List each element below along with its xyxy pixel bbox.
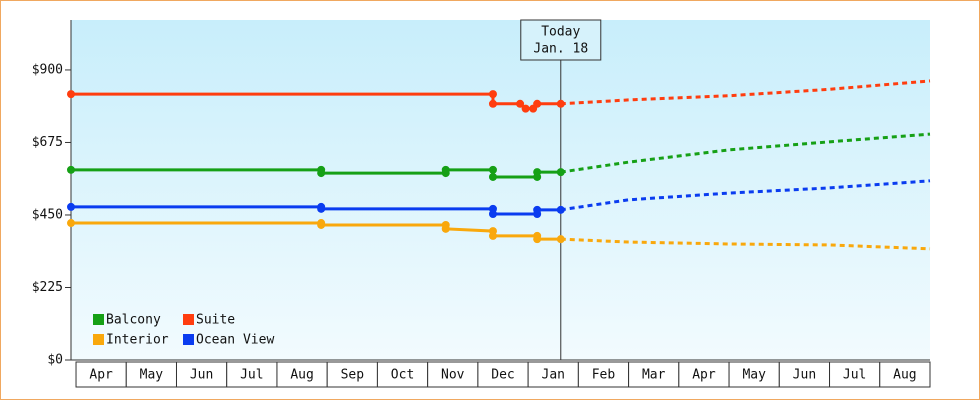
point bbox=[533, 235, 542, 244]
y-tick-label: $675 bbox=[32, 135, 63, 150]
plot-area bbox=[71, 20, 930, 360]
point bbox=[488, 90, 497, 99]
x-tick-label: Nov bbox=[441, 368, 465, 383]
x-tick-label: Sep bbox=[341, 368, 365, 383]
point bbox=[317, 220, 326, 229]
point bbox=[488, 165, 497, 174]
point bbox=[556, 168, 565, 177]
month-box bbox=[427, 361, 479, 388]
x-tick-label: Apr bbox=[692, 368, 716, 383]
x-tick-label: Apr bbox=[89, 368, 113, 383]
x-tick-label: Jul bbox=[240, 368, 263, 383]
point bbox=[67, 90, 75, 99]
today-box bbox=[520, 19, 602, 61]
point bbox=[516, 99, 525, 108]
x-tick-label: Feb bbox=[592, 368, 616, 383]
legend-label: Interior bbox=[106, 333, 169, 348]
point bbox=[556, 205, 565, 214]
month-box bbox=[778, 361, 831, 388]
y-tick-label: $225 bbox=[32, 280, 63, 295]
x-tick-label: Jun bbox=[190, 368, 213, 383]
forecast-line bbox=[560, 237, 931, 251]
month-box bbox=[276, 361, 328, 388]
legend-label: Balcony bbox=[106, 313, 161, 328]
point bbox=[67, 219, 75, 228]
point bbox=[488, 172, 497, 181]
point bbox=[533, 168, 542, 177]
point bbox=[556, 99, 565, 108]
month-box bbox=[829, 361, 881, 388]
point bbox=[317, 204, 326, 213]
point bbox=[521, 104, 530, 113]
month-box bbox=[226, 361, 278, 388]
legend-label: Ocean View bbox=[196, 333, 274, 348]
today-label: Jan. 18 bbox=[533, 42, 588, 57]
point bbox=[556, 235, 565, 244]
x-tick-label: Jun bbox=[793, 368, 816, 383]
y-tick-label: $900 bbox=[32, 62, 63, 77]
point bbox=[488, 210, 497, 219]
month-box bbox=[879, 361, 931, 388]
point bbox=[533, 205, 542, 214]
y-tick-label: $0 bbox=[47, 353, 63, 368]
x-tick-label: May bbox=[742, 368, 766, 383]
forecast-line bbox=[560, 79, 931, 106]
forecast-line bbox=[560, 132, 931, 174]
x-tick-label: Dec bbox=[491, 368, 514, 383]
legend-swatch bbox=[93, 314, 104, 325]
x-tick-label: Aug bbox=[893, 368, 916, 383]
today-label: Today bbox=[541, 25, 580, 40]
forecast-line bbox=[560, 179, 931, 212]
x-tick-label: Oct bbox=[391, 368, 414, 383]
month-box bbox=[628, 361, 680, 388]
y-tick-label: $450 bbox=[32, 207, 63, 222]
x-tick-label: Jul bbox=[843, 368, 866, 383]
month-box bbox=[175, 361, 228, 388]
point bbox=[441, 224, 450, 233]
month-box bbox=[527, 361, 579, 388]
legend-swatch bbox=[183, 314, 194, 325]
x-tick-label: Mar bbox=[642, 368, 666, 383]
x-tick-label: May bbox=[140, 368, 164, 383]
x-tick-label: Jan bbox=[542, 368, 565, 383]
point bbox=[441, 165, 450, 174]
point bbox=[488, 99, 497, 108]
legend-swatch bbox=[93, 334, 104, 345]
x-tick-label: Aug bbox=[290, 368, 313, 383]
point bbox=[488, 231, 497, 240]
month-box bbox=[125, 361, 177, 388]
month-box bbox=[75, 361, 127, 388]
legend-swatch bbox=[183, 334, 194, 345]
point bbox=[67, 165, 75, 174]
point bbox=[67, 202, 75, 211]
point bbox=[317, 169, 326, 178]
legend-label: Suite bbox=[196, 313, 235, 328]
point bbox=[533, 99, 542, 108]
month-box bbox=[678, 361, 730, 388]
